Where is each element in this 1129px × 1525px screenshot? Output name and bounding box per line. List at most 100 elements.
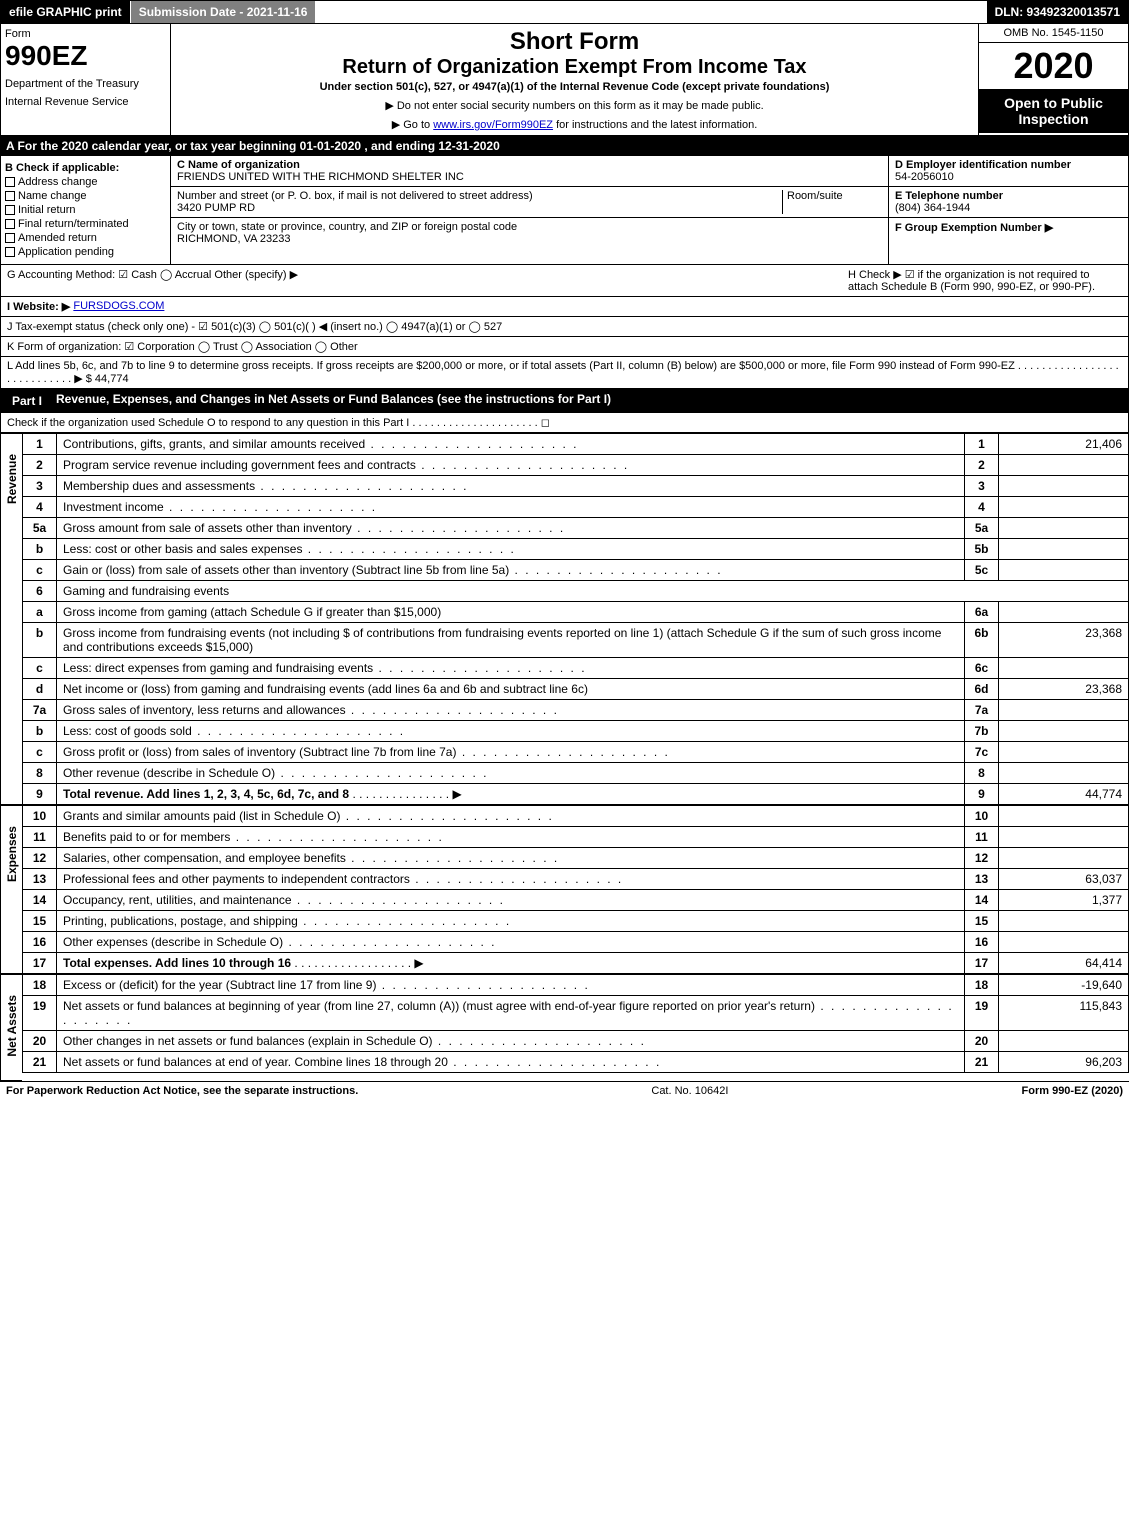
- part1-header: Part I Revenue, Expenses, and Changes in…: [0, 389, 1129, 413]
- part1-label: Part I: [6, 392, 48, 410]
- line-6d: dNet income or (loss) from gaming and fu…: [23, 679, 1129, 700]
- line-10: 10Grants and similar amounts paid (list …: [23, 806, 1129, 827]
- group-exemption-label: F Group Exemption Number ▶: [895, 222, 1053, 234]
- ein-value: 54-2056010: [895, 171, 954, 183]
- line-12: 12Salaries, other compensation, and empl…: [23, 848, 1129, 869]
- line-2: 2Program service revenue including gover…: [23, 455, 1129, 476]
- form-label: Form: [5, 28, 166, 40]
- line-1: 1Contributions, gifts, grants, and simil…: [23, 434, 1129, 455]
- header-left: Form 990EZ Department of the Treasury In…: [1, 24, 171, 135]
- website-label: I Website: ▶: [7, 300, 70, 313]
- line-19: 19Net assets or fund balances at beginni…: [23, 996, 1129, 1031]
- line-7b: bLess: cost of goods sold7b: [23, 721, 1129, 742]
- addr-label: Number and street (or P. O. box, if mail…: [177, 190, 533, 202]
- netassets-section: Net Assets 18Excess or (deficit) for the…: [0, 974, 1129, 1081]
- instr-goto-post: for instructions and the latest informat…: [556, 119, 757, 131]
- org-block: B Check if applicable: Address change Na…: [0, 156, 1129, 265]
- expenses-section: Expenses 10Grants and similar amounts pa…: [0, 805, 1129, 974]
- netassets-sidebar: Net Assets: [0, 974, 22, 1081]
- row-a-period: A For the 2020 calendar year, or tax yea…: [0, 136, 1129, 156]
- tax-year: 2020: [979, 43, 1128, 89]
- line-11: 11Benefits paid to or for members11: [23, 827, 1129, 848]
- org-addr-row: Number and street (or P. O. box, if mail…: [171, 187, 888, 218]
- website-link[interactable]: FURSDOGS.COM: [73, 300, 164, 313]
- instr-ssn: ▶ Do not enter social security numbers o…: [175, 99, 974, 112]
- line-3: 3Membership dues and assessments3: [23, 476, 1129, 497]
- line-6c: cLess: direct expenses from gaming and f…: [23, 658, 1129, 679]
- line-17: 17Total expenses. Add lines 10 through 1…: [23, 953, 1129, 974]
- room-suite: Room/suite: [782, 190, 882, 214]
- topbar: efile GRAPHIC print Submission Date - 20…: [0, 0, 1129, 24]
- line-7c: cGross profit or (loss) from sales of in…: [23, 742, 1129, 763]
- revenue-sidebar: Revenue: [0, 433, 22, 805]
- row-g-h: G Accounting Method: ☑ Cash ◯ Accrual Ot…: [0, 265, 1129, 297]
- addr-value: 3420 PUMP RD: [177, 202, 255, 214]
- org-name-value: FRIENDS UNITED WITH THE RICHMOND SHELTER…: [177, 171, 464, 183]
- line-15: 15Printing, publications, postage, and s…: [23, 911, 1129, 932]
- col-c-org: C Name of organization FRIENDS UNITED WI…: [171, 156, 888, 264]
- dept-treasury: Department of the Treasury: [5, 78, 166, 90]
- tel-row: E Telephone number (804) 364-1944: [889, 187, 1128, 218]
- ein-label: D Employer identification number: [895, 159, 1071, 171]
- city-label: City or town, state or province, country…: [177, 221, 517, 233]
- line-7a: 7aGross sales of inventory, less returns…: [23, 700, 1129, 721]
- org-city-row: City or town, state or province, country…: [171, 218, 888, 248]
- return-title: Return of Organization Exempt From Incom…: [175, 56, 974, 79]
- open-public: Open to Public Inspection: [979, 89, 1128, 133]
- line-20: 20Other changes in net assets or fund ba…: [23, 1031, 1129, 1052]
- line-5a: 5aGross amount from sale of assets other…: [23, 518, 1129, 539]
- schedule-b-check: H Check ▶ ☑ if the organization is not r…: [842, 268, 1122, 293]
- line-4: 4Investment income4: [23, 497, 1129, 518]
- accounting-method: G Accounting Method: ☑ Cash ◯ Accrual Ot…: [7, 268, 842, 293]
- row-k-orgform: K Form of organization: ☑ Corporation ◯ …: [0, 337, 1129, 357]
- row-j-status: J Tax-exempt status (check only one) - ☑…: [0, 317, 1129, 337]
- form-number: 990EZ: [5, 40, 166, 72]
- efile-print-button[interactable]: efile GRAPHIC print: [1, 1, 131, 23]
- line-6b: bGross income from fundraising events (n…: [23, 623, 1129, 658]
- instr-goto-pre: ▶ Go to: [392, 119, 433, 131]
- chk-application-pending[interactable]: Application pending: [5, 246, 166, 258]
- expenses-sidebar: Expenses: [0, 805, 22, 974]
- line-8: 8Other revenue (describe in Schedule O)8: [23, 763, 1129, 784]
- dln-label: DLN: 93492320013571: [987, 1, 1128, 23]
- footer-catno: Cat. No. 10642I: [358, 1085, 1021, 1097]
- footer-paperwork: For Paperwork Reduction Act Notice, see …: [6, 1085, 358, 1097]
- chk-address-change[interactable]: Address change: [5, 176, 166, 188]
- header-mid: Short Form Return of Organization Exempt…: [171, 24, 978, 135]
- line-21: 21Net assets or fund balances at end of …: [23, 1052, 1129, 1073]
- page-footer: For Paperwork Reduction Act Notice, see …: [0, 1081, 1129, 1100]
- chk-initial-return[interactable]: Initial return: [5, 204, 166, 216]
- submission-date-button[interactable]: Submission Date - 2021-11-16: [131, 1, 317, 23]
- expenses-table: 10Grants and similar amounts paid (list …: [22, 805, 1129, 974]
- row-i-website: I Website: ▶ FURSDOGS.COM: [0, 297, 1129, 317]
- footer-formref: Form 990-EZ (2020): [1022, 1085, 1123, 1097]
- line-5b: bLess: cost or other basis and sales exp…: [23, 539, 1129, 560]
- col-b-checkboxes: B Check if applicable: Address change Na…: [1, 156, 171, 264]
- irs-link[interactable]: www.irs.gov/Form990EZ: [433, 119, 553, 131]
- col-d-ids: D Employer identification number 54-2056…: [888, 156, 1128, 264]
- chk-amended-return[interactable]: Amended return: [5, 232, 166, 244]
- form-header: Form 990EZ Department of the Treasury In…: [0, 24, 1129, 136]
- instr-goto: ▶ Go to www.irs.gov/Form990EZ for instru…: [175, 118, 974, 131]
- group-exemption-row: F Group Exemption Number ▶: [889, 218, 1128, 237]
- chk-final-return[interactable]: Final return/terminated: [5, 218, 166, 230]
- netassets-table: 18Excess or (deficit) for the year (Subt…: [22, 974, 1129, 1073]
- subtitle: Under section 501(c), 527, or 4947(a)(1)…: [175, 81, 974, 93]
- revenue-table: 1Contributions, gifts, grants, and simil…: [22, 433, 1129, 805]
- org-name-row: C Name of organization FRIENDS UNITED WI…: [171, 156, 888, 187]
- header-right: OMB No. 1545-1150 2020 Open to Public In…: [978, 24, 1128, 135]
- line-9: 9Total revenue. Add lines 1, 2, 3, 4, 5c…: [23, 784, 1129, 805]
- col-b-header: B Check if applicable:: [5, 162, 166, 174]
- line-14: 14Occupancy, rent, utilities, and mainte…: [23, 890, 1129, 911]
- revenue-section: Revenue 1Contributions, gifts, grants, a…: [0, 433, 1129, 805]
- ein-row: D Employer identification number 54-2056…: [889, 156, 1128, 187]
- line-13: 13Professional fees and other payments t…: [23, 869, 1129, 890]
- tel-value: (804) 364-1944: [895, 202, 970, 214]
- line-16: 16Other expenses (describe in Schedule O…: [23, 932, 1129, 953]
- chk-name-change[interactable]: Name change: [5, 190, 166, 202]
- tel-label: E Telephone number: [895, 190, 1003, 202]
- part1-title: Revenue, Expenses, and Changes in Net As…: [56, 392, 611, 410]
- line-6a: aGross income from gaming (attach Schedu…: [23, 602, 1129, 623]
- city-value: RICHMOND, VA 23233: [177, 233, 291, 245]
- org-name-label: C Name of organization: [177, 159, 300, 171]
